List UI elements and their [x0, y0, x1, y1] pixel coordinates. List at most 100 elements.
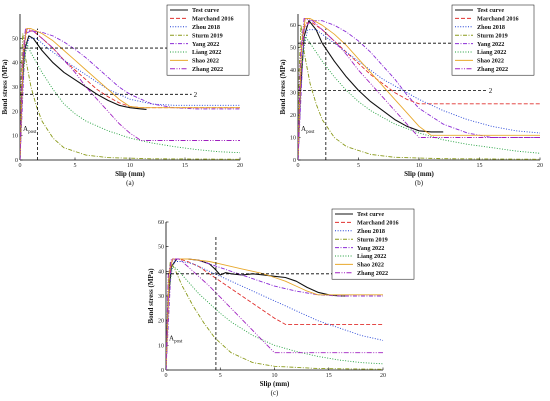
y-axis-label: Bond stress (MPa): [147, 268, 155, 324]
series-line-shao-2022: [20, 28, 240, 160]
a-post-label: Apost: [301, 125, 315, 135]
x-tick-label: 0: [297, 163, 300, 169]
panel-caption: (b): [415, 179, 424, 187]
legend-label: Yang 2022: [192, 41, 219, 48]
series-line-test-curve: [166, 258, 345, 370]
legend-label: Test curve: [357, 211, 384, 218]
x-tick-label: 0: [165, 373, 168, 379]
y-tick-label: 30: [12, 85, 18, 91]
legend-label: Zhou 2018: [357, 228, 385, 235]
y-axis-label: Bond stress (MPa): [279, 59, 287, 115]
series-line-shao-2022: [298, 18, 540, 160]
annotation-label-2: 2: [489, 87, 493, 95]
x-axis-label: Slip (mm): [404, 170, 434, 178]
y-tick-label: 20: [12, 109, 18, 115]
series-line-yang-2022: [298, 20, 540, 160]
x-axis-label: Slip (mm): [115, 170, 145, 178]
legend-label: Zhang 2022: [192, 66, 223, 73]
y-tick-label: 50: [12, 36, 18, 42]
y-tick-label: 60: [158, 220, 164, 226]
y-tick-label: 10: [158, 343, 164, 349]
a-post-label: Apost: [23, 125, 37, 135]
legend-label: Sturm 2019: [192, 32, 223, 39]
legend-label: Test curve: [192, 7, 219, 14]
chart-panel-a: 0 5 10 15 20 0 10 20 30 40 50 Slip (mm) Bond stress …: [1, 4, 250, 187]
y-tick-label: 10: [290, 136, 296, 142]
legend-label: Liang 2022: [357, 253, 386, 260]
y-tick-label: 50: [158, 245, 164, 251]
panel-caption: (a): [126, 179, 134, 187]
legend-label: Marchand 2016: [192, 16, 234, 23]
legend-label: Sturm 2019: [357, 236, 388, 243]
x-tick-label: 10: [272, 373, 278, 379]
series-line-test-curve: [298, 20, 444, 160]
annotation-label-2: 2: [194, 91, 198, 99]
y-tick-label: 0: [293, 158, 296, 164]
legend-label: Shao 2022: [192, 58, 219, 65]
x-tick-label: 10: [127, 163, 133, 169]
series-line-sturm-2019: [20, 33, 241, 160]
legend-label: Shao 2022: [477, 58, 504, 65]
y-tick-label: 0: [161, 368, 164, 374]
y-tick-label: 20: [158, 319, 164, 325]
x-tick-label: 5: [74, 163, 77, 169]
y-tick-label: 0: [15, 158, 18, 164]
legend-label: Shao 2022: [357, 262, 384, 269]
legend-label: Marchand 2016: [357, 220, 399, 227]
y-tick-label: 60: [290, 23, 296, 29]
legend-label: Yang 2022: [477, 41, 504, 48]
legend-label: Yang 2022: [357, 245, 384, 252]
y-tick-label: 40: [158, 269, 164, 275]
legend-label: Zhou 2018: [192, 24, 220, 31]
legend-box: [166, 4, 250, 76]
series-line-zhang-2022: [298, 18, 540, 160]
y-tick-label: 40: [12, 61, 18, 67]
series-line-zhou-2018: [298, 29, 541, 160]
x-tick-label: 15: [326, 373, 332, 379]
x-tick-label: 20: [237, 163, 243, 169]
series-line-sturm-2019: [166, 261, 384, 370]
x-tick-label: 0: [19, 163, 22, 169]
series-line-marchand-2016: [298, 22, 540, 160]
legend-label: Zhang 2022: [477, 66, 508, 73]
x-tick-label: 5: [219, 373, 222, 379]
legend-label: Zhou 2018: [477, 24, 505, 31]
legend-label: Liang 2022: [477, 49, 506, 56]
legend-label: Liang 2022: [192, 49, 221, 56]
x-tick-label: 20: [380, 373, 386, 379]
x-tick-label: 5: [357, 163, 360, 169]
series-group-a: [20, 28, 241, 160]
chart-panel-c: 0 5 10 15 20 0 10 20 30 40 50 60 Slip (mm) Bond stres…: [147, 208, 415, 397]
series-line-liang-2022: [20, 42, 241, 160]
legend-label: Test curve: [477, 7, 504, 14]
series-line-zhou-2018: [20, 37, 240, 160]
legend-label: Marchand 2016: [477, 16, 519, 23]
x-axis-label: Slip (mm): [260, 380, 290, 388]
x-tick-label: 20: [537, 163, 543, 169]
x-tick-label: 10: [416, 163, 422, 169]
legend-box: [331, 208, 415, 280]
y-tick-label: 50: [290, 46, 296, 52]
legend-label: Zhang 2022: [357, 270, 388, 277]
chart-panel-b: 0 5 10 15 20 0 10 20 30 40 50 60 Slip (mm) Bond stres…: [279, 4, 543, 187]
a-post-label: Apost: [169, 334, 183, 344]
x-tick-label: 15: [477, 163, 483, 169]
series-line-marchand-2016: [20, 30, 240, 160]
y-axis-label: Bond stress (MPa): [1, 59, 9, 115]
y-tick-label: 30: [290, 91, 296, 97]
y-tick-label: 40: [290, 68, 296, 74]
x-tick-label: 15: [182, 163, 188, 169]
series-group-c: [166, 258, 384, 370]
legend-box: [451, 4, 535, 76]
series-group-b: [298, 18, 541, 160]
panel-caption: (c): [271, 389, 279, 397]
y-tick-label: 30: [158, 294, 164, 300]
series-line-liang-2022: [298, 36, 541, 160]
legend-label: Sturm 2019: [477, 32, 508, 39]
series-line-zhang-2022: [166, 258, 383, 370]
series-line-zhang-2022: [20, 28, 240, 160]
